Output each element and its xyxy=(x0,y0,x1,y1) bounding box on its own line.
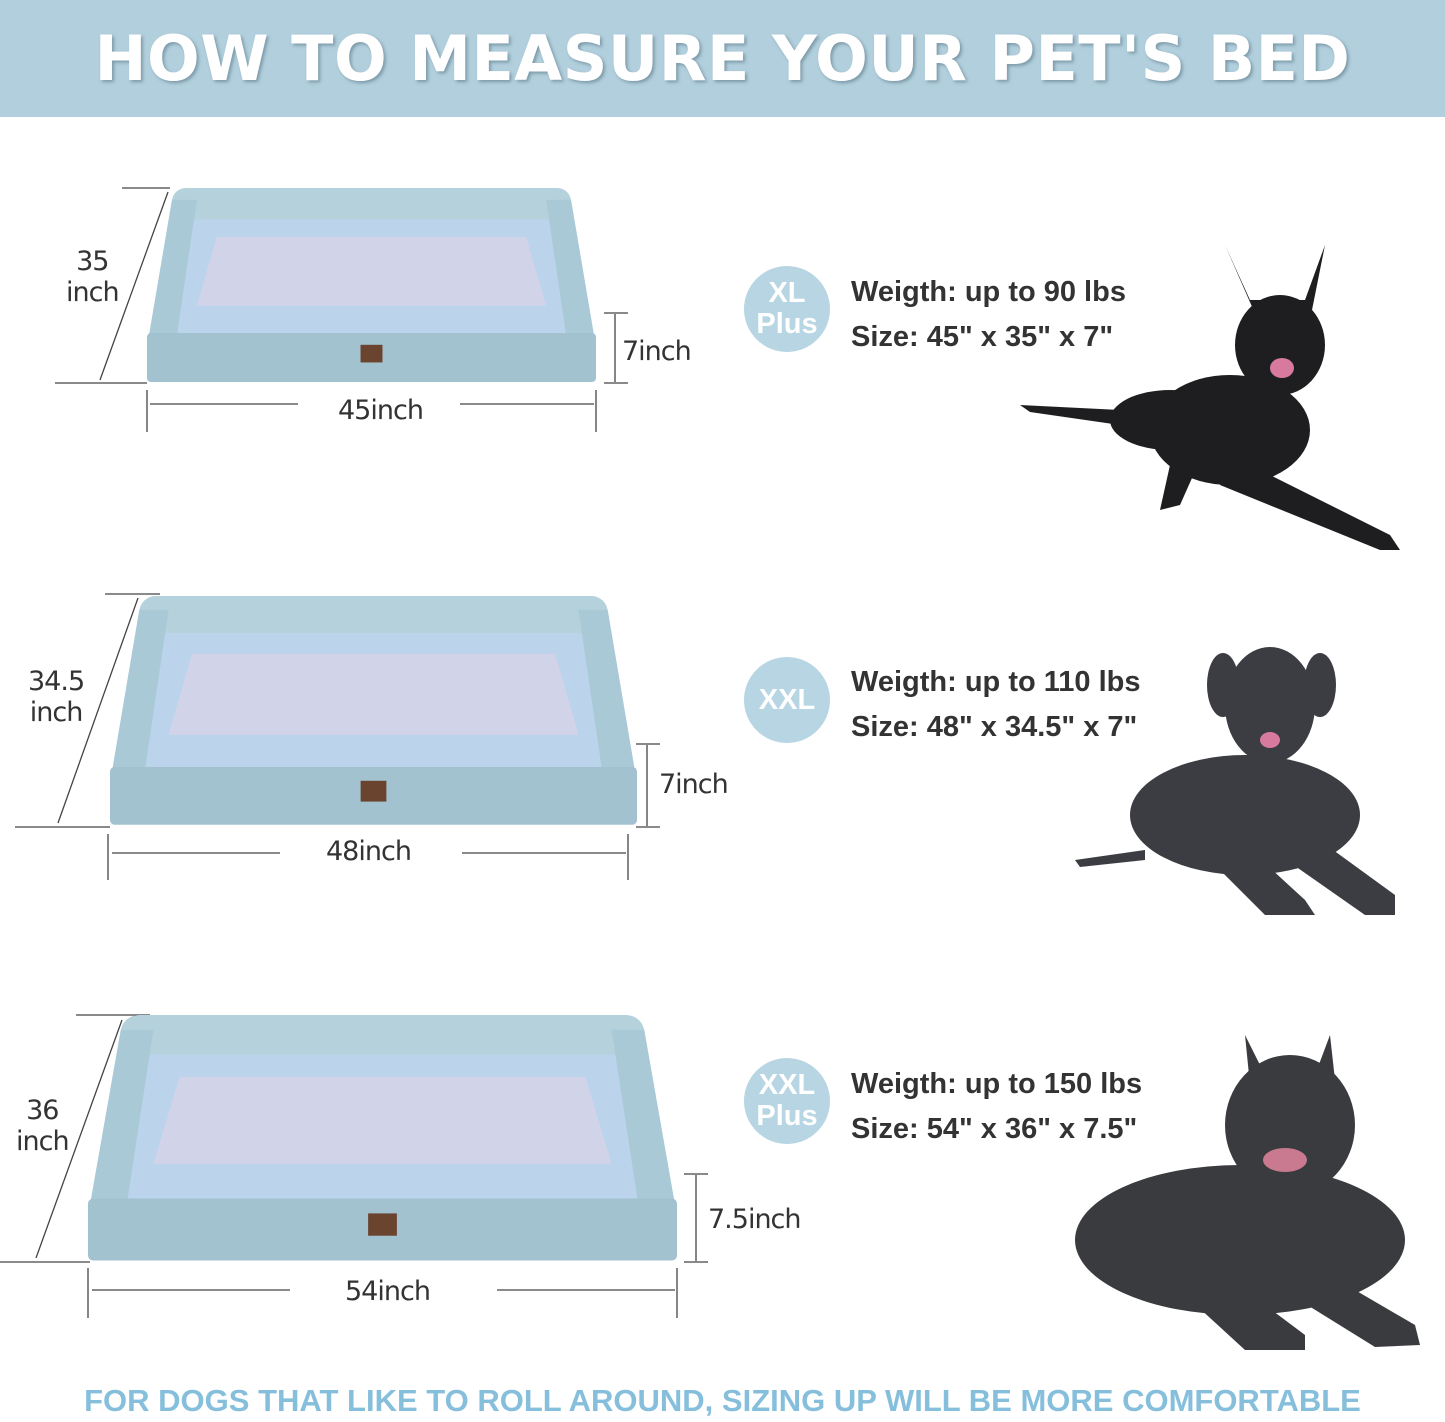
size-badge-xxl-plus: XXL Plus xyxy=(744,1058,830,1144)
badge-text: Plus xyxy=(756,1100,818,1132)
spec-xl-plus: Weigth: up to 90 lbs Size: 45" x 35" x 7" xyxy=(851,270,1126,360)
badge-text: XL xyxy=(768,277,806,309)
depth-label: 34.5 inch xyxy=(24,666,88,728)
badge-text: Plus xyxy=(756,308,818,340)
size-text: Size: 48" x 34.5" x 7" xyxy=(851,711,1138,743)
depth-label: 36 inch xyxy=(12,1095,73,1157)
spec-xxl: Weigth: up to 110 lbs Size: 48" x 34.5" x… xyxy=(851,660,1141,750)
size-text: Size: 54" x 36" x 7.5" xyxy=(851,1113,1138,1145)
weight-text: Weigth: up to 90 lbs xyxy=(851,276,1126,308)
height-label: 7inch xyxy=(659,769,729,800)
badge-text: XXL xyxy=(758,683,816,716)
page-title: HOW TO MEASURE YOUR PET'S BED xyxy=(94,22,1351,95)
footer-note: FOR DOGS THAT LIKE TO ROLL AROUND, SIZIN… xyxy=(84,1383,1361,1418)
height-label: 7.5inch xyxy=(708,1204,802,1235)
depth-unit: inch xyxy=(16,1126,70,1157)
weight-text: Weigth: up to 150 lbs xyxy=(851,1068,1143,1100)
dog-image-shepherd xyxy=(1020,245,1400,550)
height-label: 7inch xyxy=(622,336,692,367)
size-badge-xxl: XXL xyxy=(744,657,830,743)
bed-image-xl-plus xyxy=(147,188,596,383)
depth-unit: inch xyxy=(29,697,84,728)
header-banner: HOW TO MEASURE YOUR PET'S BED xyxy=(0,0,1445,117)
size-text: Size: 45" x 35" x 7" xyxy=(851,321,1114,353)
depth-label: 35 inch xyxy=(62,246,123,308)
dog-image-great-dane xyxy=(1075,647,1395,915)
depth-unit: inch xyxy=(66,277,120,308)
weight-text: Weigth: up to 110 lbs xyxy=(851,666,1141,698)
size-badge-xl-plus: XL Plus xyxy=(744,266,830,352)
width-label: 54inch xyxy=(341,1276,434,1307)
bed-image-xxl xyxy=(110,596,637,825)
depth-value: 35 xyxy=(76,246,109,277)
dog-image-cane-corso xyxy=(1075,1035,1420,1350)
width-label: 45inch xyxy=(334,395,427,426)
bed-graphic xyxy=(147,188,596,383)
bed-image-xxl-plus xyxy=(88,1015,677,1261)
width-label: 48inch xyxy=(322,836,415,867)
depth-value: 34.5 xyxy=(28,666,85,697)
depth-value: 36 xyxy=(26,1095,59,1126)
spec-xxl-plus: Weigth: up to 150 lbs Size: 54" x 36" x 7… xyxy=(851,1062,1142,1152)
badge-text: XXL xyxy=(758,1069,816,1101)
